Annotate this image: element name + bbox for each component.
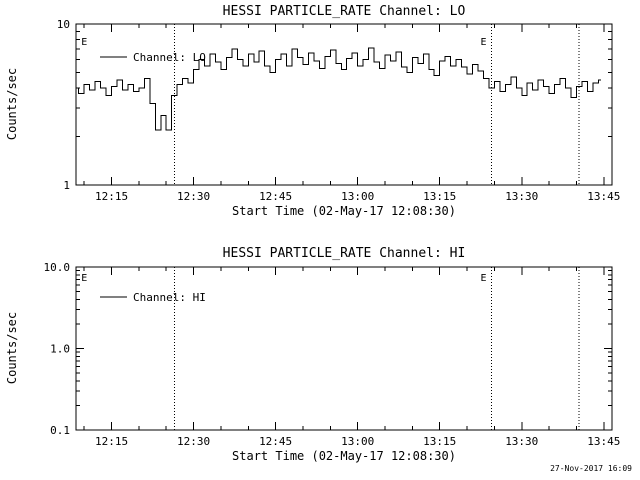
panel-hi: HESSI PARTICLE_RATE Channel: HI Counts/s…: [5, 246, 620, 463]
y-tick-label: 10: [57, 18, 70, 31]
panel-hi-title: HESSI PARTICLE_RATE Channel: HI: [223, 246, 466, 261]
eclipse-event-marker: E: [480, 37, 486, 48]
y-tick-label: 1.0: [50, 343, 70, 356]
panel-lo-title: HESSI PARTICLE_RATE Channel: LO: [223, 4, 466, 19]
panel-hi-plot-area: 12:15 12:30 12:45 13:00 13:15 13:30 13:45 0.1 1.…: [44, 261, 621, 448]
panel-hi-y-axis-title: Counts/sec: [5, 312, 19, 384]
panel-lo-y-axis-title: Counts/sec: [5, 68, 19, 140]
eclipse-event-marker: E: [81, 273, 87, 284]
y-tick-label: 10.0: [44, 261, 71, 274]
data-series-line: [76, 47, 602, 131]
panel-hi-x-axis-title: Start Time (02-May-17 12:08:30): [232, 449, 456, 463]
x-tick-label: 12:30: [177, 190, 210, 203]
eclipse-event-marker: E: [81, 37, 87, 48]
x-tick-label: 13:30: [505, 435, 538, 448]
panel-lo: HESSI PARTICLE_RATE Channel: LO Counts/s…: [5, 4, 620, 218]
x-tick-label: 12:15: [95, 190, 128, 203]
x-tick-label: 12:45: [259, 435, 292, 448]
x-tick-label: 13:30: [505, 190, 538, 203]
x-tick-label: 13:15: [423, 435, 456, 448]
eclipse-event-marker: E: [480, 273, 486, 284]
panel-lo-plot-area: 12:15 12:30 12:45 13:00 13:15 13:30 13:45 1 10 E E: [57, 18, 621, 203]
plot-frame: [75, 23, 613, 186]
x-tick-label: 13:45: [587, 190, 620, 203]
panel-lo-legend-label: Channel: LO: [133, 51, 206, 64]
x-tick-label: 12:45: [259, 190, 292, 203]
y-tick-label: 0.1: [50, 424, 70, 437]
y-tick-label: 1: [63, 179, 70, 192]
x-tick-label: 13:45: [587, 435, 620, 448]
panel-hi-legend-label: Channel: HI: [133, 291, 206, 304]
x-tick-label: 12:30: [177, 435, 210, 448]
x-tick-label: 13:00: [341, 435, 374, 448]
x-tick-label: 13:00: [341, 190, 374, 203]
panel-lo-x-axis-title: Start Time (02-May-17 12:08:30): [232, 204, 456, 218]
creation-timestamp: 27-Nov-2017 16:09: [550, 464, 632, 473]
x-tick-label: 13:15: [423, 190, 456, 203]
x-tick-label: 12:15: [95, 435, 128, 448]
